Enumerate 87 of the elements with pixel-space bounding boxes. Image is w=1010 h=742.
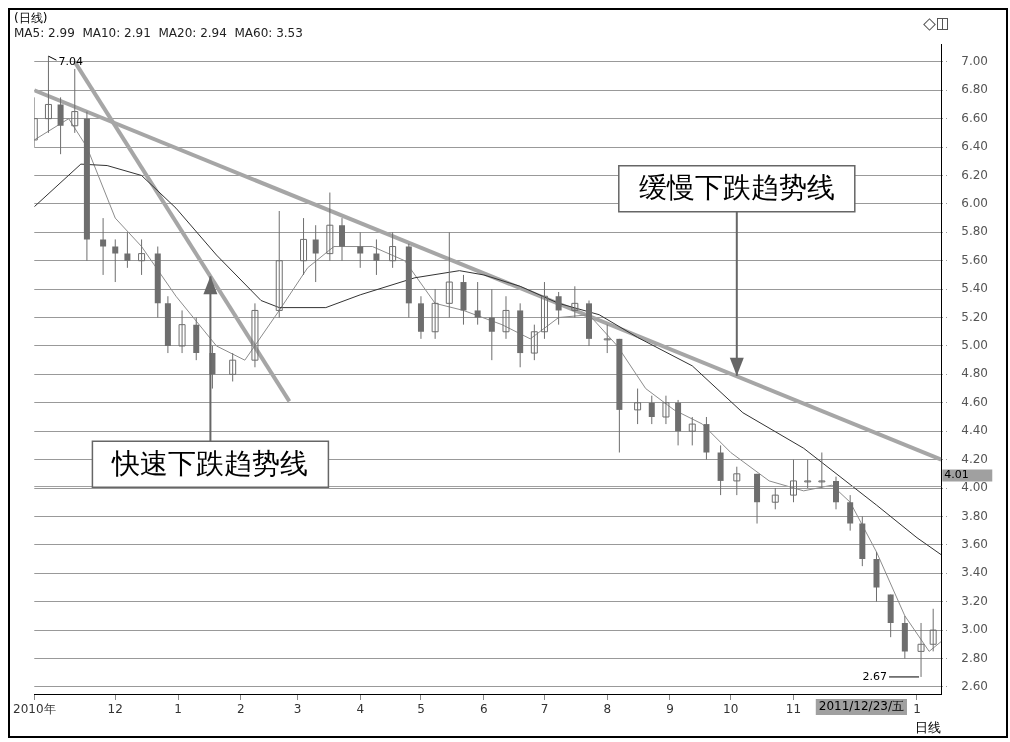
- candlestick: [688, 416, 696, 446]
- candlestick: [789, 459, 797, 503]
- candlestick: [445, 231, 453, 319]
- y-tick-label: 5.60: [961, 252, 988, 267]
- candlestick: [662, 395, 670, 425]
- x-tick-label: 8: [603, 702, 612, 717]
- chart-title: (日线): [14, 11, 48, 26]
- y-tick-label: 5.20: [961, 309, 988, 324]
- candlestick: [178, 309, 186, 354]
- candlestick: [818, 452, 826, 489]
- candlestick: [71, 68, 79, 134]
- candlestick: [540, 281, 548, 340]
- candlestick: [771, 487, 779, 510]
- annotation: 缓慢下跌趋势线: [638, 171, 835, 205]
- candlestick: [502, 295, 510, 340]
- y-tick-label: 7.00: [961, 53, 988, 68]
- candlestick: [357, 231, 364, 269]
- candlestick: [44, 55, 52, 134]
- x-tick-label: 1: [913, 702, 921, 717]
- y-tick-label: 4.80: [961, 366, 988, 381]
- y-tick-label: 2.80: [961, 650, 988, 665]
- x-tick-label: 12: [107, 702, 123, 717]
- candlestick: [326, 192, 334, 262]
- candlestick: [603, 324, 611, 354]
- y-tick-label: 5.40: [961, 281, 988, 296]
- candlestick: [112, 238, 119, 283]
- candlestick: [229, 352, 237, 382]
- candlestick: [833, 476, 839, 510]
- y-tick-label: 3.60: [961, 536, 988, 551]
- x-tick-label: 9: [666, 702, 674, 717]
- y-tick-label: 6.40: [961, 139, 988, 154]
- y-tick-label: 6.80: [961, 82, 988, 97]
- y-tick-label: 6.20: [961, 167, 988, 182]
- candlestick: [124, 231, 131, 269]
- candlestick: [733, 466, 741, 496]
- ref-line-label: 4.01: [944, 468, 969, 482]
- chart-subtitle: MA5: 2.99 MA10: 2.91 MA20: 2.94 MA60: 3.53: [14, 25, 303, 40]
- candlestick: [571, 285, 579, 319]
- candlestick: [300, 217, 308, 276]
- candlestick: [312, 224, 319, 283]
- y-tick-label: 6.00: [961, 196, 988, 211]
- y-tick-label: 4.60: [961, 394, 988, 409]
- x-tick-label: 6: [479, 702, 488, 717]
- x-tick-label: 10: [723, 702, 739, 717]
- x-tick-label: 7: [540, 702, 549, 717]
- candlestick: [634, 388, 642, 425]
- candlestick: [251, 302, 259, 368]
- candlestick: [917, 622, 925, 678]
- candlestick: [138, 238, 146, 276]
- candlestick: [373, 238, 380, 276]
- candlestick: [57, 96, 64, 155]
- y-tick-label: 2.60: [961, 679, 988, 694]
- candlestick: [100, 217, 107, 276]
- candlestick: [555, 291, 562, 326]
- candlestick: [339, 217, 346, 262]
- candlestick: [431, 288, 439, 340]
- candlestick: [929, 608, 937, 652]
- candlestick: [530, 324, 538, 361]
- x-axis-title: 日线: [915, 719, 942, 735]
- candlestick: [488, 288, 495, 361]
- candlestick: [648, 395, 655, 425]
- annotation: 快速下跌趋势线: [111, 446, 309, 480]
- candlestick: [474, 281, 481, 326]
- y-tick-label: 3.80: [961, 508, 988, 523]
- y-tick-label: 6.60: [961, 110, 988, 125]
- text: 2011/12/23/五: [818, 699, 904, 714]
- y-tick-label: 3.40: [961, 565, 988, 580]
- y-tick-label: 5.00: [961, 338, 988, 353]
- x-tick-label: 4: [356, 702, 365, 717]
- candlestick: [275, 210, 283, 319]
- annotation: 7.04: [58, 55, 83, 69]
- candlestick: [804, 459, 812, 489]
- x-tick-label: 2: [236, 702, 245, 717]
- y-tick-label: 4.00: [961, 480, 988, 495]
- x-tick-label: 3: [293, 702, 302, 717]
- annotation: 2.67: [862, 669, 888, 683]
- candlestick: [847, 494, 854, 532]
- y-tick-label: 4.20: [961, 451, 988, 466]
- x-tick-label: 1: [174, 702, 182, 717]
- y-tick-label: 3.00: [961, 622, 988, 637]
- x-tick-label: 5: [417, 702, 425, 717]
- candlestick: [389, 231, 397, 269]
- y-tick-label: 5.80: [961, 224, 988, 239]
- x-tick-label: 11: [785, 702, 802, 717]
- y-tick-label: 3.20: [961, 593, 988, 608]
- x-tick-label: 2010年: [13, 702, 56, 717]
- y-tick-label: 4.40: [961, 423, 988, 438]
